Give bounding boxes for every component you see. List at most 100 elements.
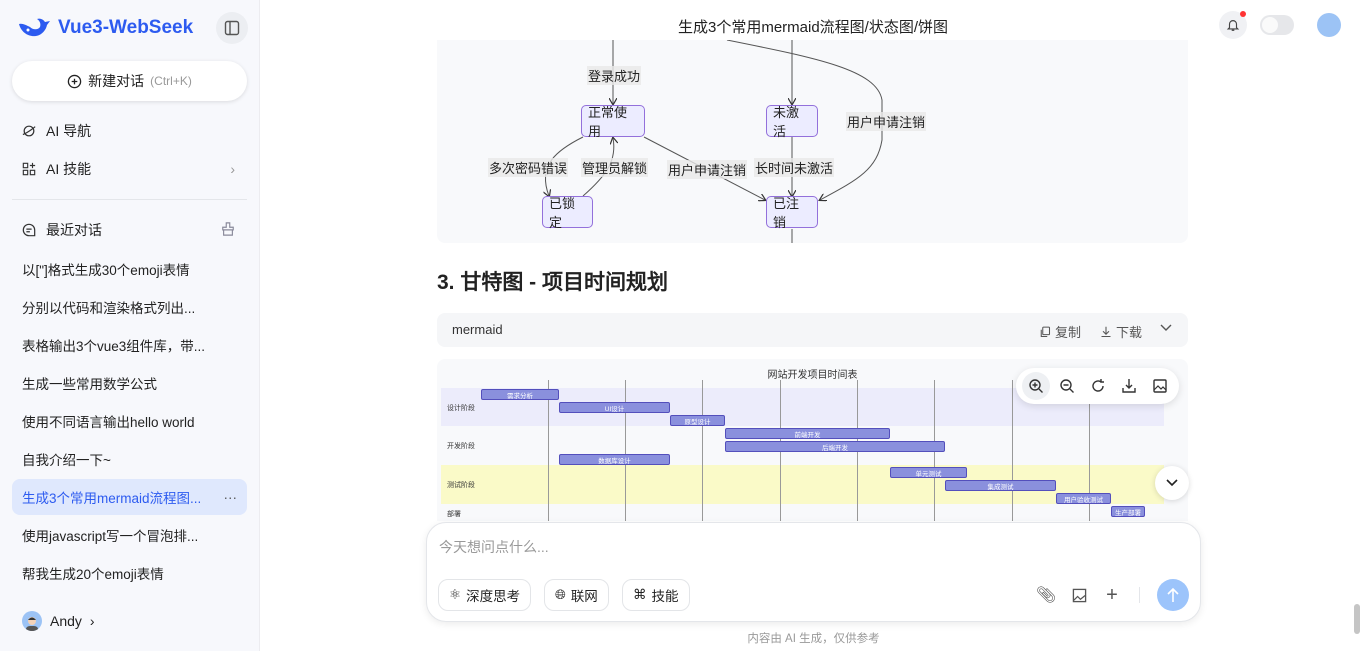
gantt-task-bar: 原型设计 bbox=[670, 415, 725, 426]
nav-label: AI 技能 bbox=[46, 161, 92, 177]
gantt-task-bar: 单元测试 bbox=[890, 467, 967, 478]
gantt-title: 网站开发项目时间表 bbox=[767, 370, 858, 381]
send-button[interactable] bbox=[1157, 579, 1189, 611]
disclaimer: 内容由 AI 生成，仅供参考 bbox=[747, 633, 880, 645]
state-node: 已锁定 bbox=[542, 196, 593, 230]
gantt-gridline bbox=[1089, 380, 1090, 521]
collapse-chevron-icon[interactable] bbox=[1159, 322, 1173, 334]
sidebar-toggle-button[interactable] bbox=[216, 12, 248, 44]
sidebar-item-ai-skills[interactable]: AI 技能 › bbox=[12, 152, 247, 186]
image-export-icon[interactable] bbox=[1146, 372, 1174, 400]
gantt-gridline bbox=[548, 380, 549, 521]
theme-toggle[interactable] bbox=[1260, 15, 1294, 35]
code-block-header: mermaid 复制 下载 bbox=[437, 313, 1188, 347]
download-icon bbox=[1101, 326, 1111, 337]
sidebar-item-ai-nav[interactable]: AI 导航 bbox=[12, 114, 247, 148]
plus-icon[interactable]: + bbox=[1106, 583, 1118, 606]
user-name: Andy bbox=[50, 613, 82, 629]
edge-label: 登录成功 bbox=[587, 66, 642, 85]
gantt-task-bar: UI设计 bbox=[559, 402, 670, 413]
notifications-button[interactable] bbox=[1219, 11, 1247, 39]
chip-label: 技能 bbox=[651, 589, 679, 604]
zoom-out-icon[interactable] bbox=[1053, 372, 1081, 400]
scroll-to-bottom-button[interactable] bbox=[1155, 466, 1189, 500]
web-search-button[interactable]: 🌐︎ 联网 bbox=[544, 579, 609, 611]
chevron-down-icon bbox=[1166, 479, 1178, 487]
more-options-icon[interactable]: ··· bbox=[223, 489, 238, 505]
history-label: 使用javascript写一个冒泡排... bbox=[22, 529, 199, 544]
gantt-task-bar: 需求分析 bbox=[481, 389, 559, 400]
history-item[interactable]: 自我介绍一下~ bbox=[12, 441, 247, 477]
app-name: Vue3-WebSeek bbox=[58, 17, 194, 38]
history-label: 生成3个常用mermaid流程图... bbox=[22, 491, 202, 506]
copy-icon bbox=[1040, 326, 1051, 337]
user-profile[interactable]: Andy › bbox=[12, 604, 247, 638]
history-label: 使用不同语言输出hello world bbox=[22, 415, 195, 430]
header-avatar[interactable] bbox=[1317, 13, 1341, 37]
history-item[interactable]: 使用javascript写一个冒泡排... bbox=[12, 517, 247, 553]
chat-input[interactable] bbox=[439, 539, 1179, 555]
history-item[interactable]: 生成一些常用数学公式 bbox=[12, 365, 247, 401]
zoom-in-icon[interactable] bbox=[1021, 372, 1050, 400]
divider bbox=[12, 199, 247, 200]
gantt-task-bar: 数据库设计 bbox=[559, 454, 670, 465]
gantt-task-bar: 前端开发 bbox=[725, 428, 890, 439]
gantt-chart: 网站开发项目时间表 设计阶段 开发阶段 测试阶段 部署 需求分析 UI设计 原型设计 前端开发… bbox=[437, 359, 1188, 521]
section-heading: 3. 甘特图 - 项目时间规划 bbox=[437, 271, 669, 294]
nav-label: AI 导航 bbox=[46, 123, 92, 139]
copy-label: 复制 bbox=[1055, 325, 1082, 340]
gantt-section-label: 部署 bbox=[447, 511, 461, 518]
copy-button[interactable]: 复制 bbox=[1039, 322, 1081, 341]
command-icon: ⌘ bbox=[633, 587, 647, 602]
history-item[interactable]: 分别以代码和渲染格式列出... bbox=[12, 289, 247, 325]
gantt-gridline bbox=[702, 380, 703, 521]
chip-label: 联网 bbox=[570, 589, 598, 604]
history-label: 表格输出3个vue3组件库，带... bbox=[22, 339, 206, 354]
divider bbox=[1139, 587, 1140, 603]
edge-label: 管理员解锁 bbox=[581, 158, 649, 177]
avatar bbox=[22, 611, 42, 631]
recent-chats-header: 最近对话 bbox=[12, 213, 247, 247]
image-icon[interactable] bbox=[1069, 585, 1089, 605]
gantt-task-bar: 用户验收测试 bbox=[1056, 493, 1111, 504]
scrollbar[interactable] bbox=[1354, 604, 1360, 634]
edge-label: 用户申请注销 bbox=[667, 160, 748, 179]
apps-icon bbox=[22, 162, 36, 176]
state-diagram: 登录成功 用户申请注销 多次密码错误 管理员解锁 用户申请注销 长时间未激活 正… bbox=[437, 40, 1188, 243]
atom-icon: ⚛ bbox=[449, 587, 462, 602]
download-button[interactable]: 下载 bbox=[1100, 322, 1142, 341]
planet-icon bbox=[22, 125, 36, 137]
state-node: 未激活 bbox=[766, 105, 818, 139]
deep-think-button[interactable]: ⚛ 深度思考 bbox=[438, 579, 532, 611]
gantt-gridline bbox=[1012, 380, 1013, 521]
chevron-right-icon: › bbox=[230, 161, 235, 177]
history-label: 帮我生成20个emoji表情 bbox=[22, 567, 164, 582]
gantt-section-band bbox=[441, 504, 1164, 521]
edge-label: 多次密码错误 bbox=[488, 158, 569, 177]
sidebar: Vue3-WebSeek 新建对话 (Ctrl+K) AI 导航 AI 技能 ›… bbox=[0, 0, 260, 651]
history-item[interactable]: 使用不同语言输出hello world bbox=[12, 403, 247, 439]
gantt-section-label: 测试阶段 bbox=[447, 482, 475, 489]
chip-label: 深度思考 bbox=[466, 589, 521, 604]
gantt-task-bar: 生产部署 bbox=[1111, 506, 1145, 517]
history-item[interactable]: 帮我生成20个emoji表情 bbox=[12, 555, 247, 591]
new-chat-label: 新建对话 bbox=[88, 73, 145, 89]
history-label: 分别以代码和渲染格式列出... bbox=[22, 301, 196, 316]
gantt-section-label: 设计阶段 bbox=[447, 405, 475, 412]
attachment-icon[interactable]: 📎︎ bbox=[1035, 587, 1057, 604]
notification-dot bbox=[1240, 11, 1246, 17]
gantt-task-bar: 后端开发 bbox=[725, 441, 945, 452]
skills-button[interactable]: ⌘ 技能 bbox=[622, 579, 690, 611]
new-chat-button[interactable]: 新建对话 (Ctrl+K) bbox=[12, 61, 247, 101]
download-icon[interactable] bbox=[1115, 372, 1143, 400]
history-item[interactable]: 表格输出3个vue3组件库，带... bbox=[12, 327, 247, 363]
history-item[interactable]: 生成3个常用mermaid流程图... ··· bbox=[12, 479, 247, 515]
clear-history-icon[interactable] bbox=[221, 221, 235, 239]
history-label: 自我介绍一下~ bbox=[22, 453, 111, 468]
code-language: mermaid bbox=[452, 322, 503, 337]
sidebar-panel-icon bbox=[224, 20, 240, 36]
history-item[interactable]: 以["]格式生成30个emoji表情 bbox=[12, 251, 247, 287]
reset-icon[interactable] bbox=[1084, 372, 1112, 400]
logo[interactable]: Vue3-WebSeek bbox=[16, 14, 193, 42]
globe-icon: 🌐︎ bbox=[555, 587, 566, 602]
